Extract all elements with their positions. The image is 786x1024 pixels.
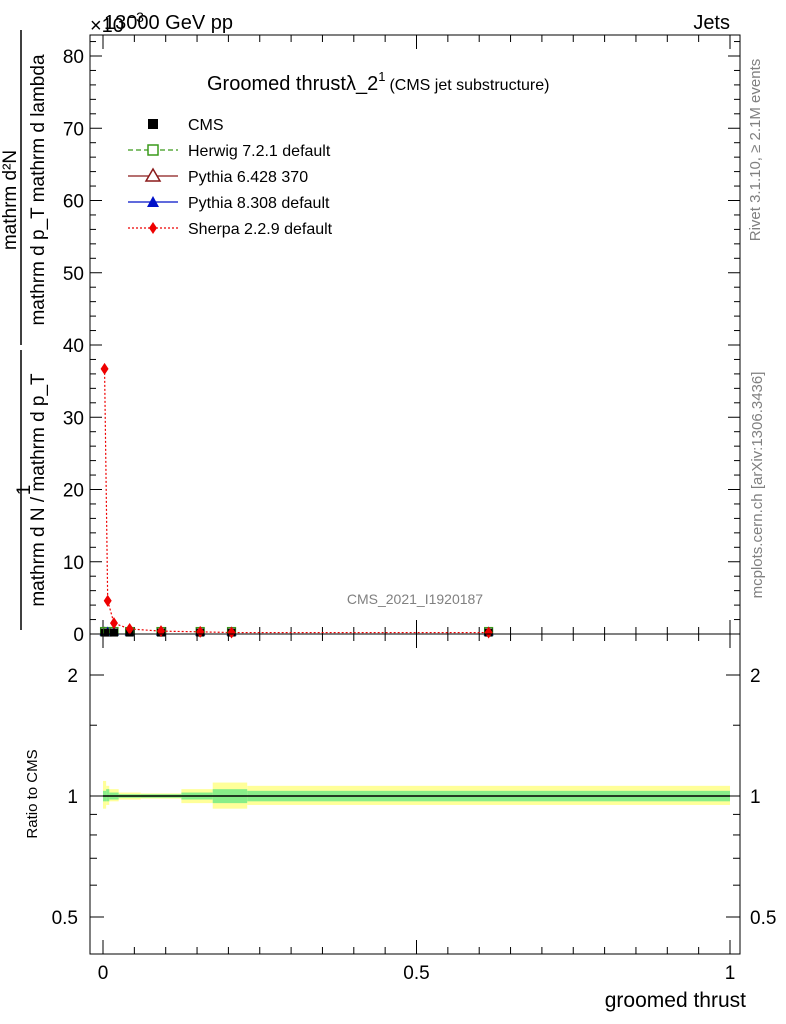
y-label-denominator: mathrm d p_T mathrm d lambda <box>28 54 49 325</box>
x-tick-label: 0.5 <box>403 963 429 984</box>
legend-entry: Pythia 6.428 370 <box>128 167 308 186</box>
sherpa-point <box>125 622 134 635</box>
ratio-y-tick-label: 0.5 <box>52 908 78 929</box>
legend-label: CMS <box>188 117 224 134</box>
x-tick-label: 1 <box>725 963 736 984</box>
legend-marker <box>147 144 159 156</box>
main-y-tick-label: 50 <box>63 264 84 285</box>
legend: CMS Herwig 7.2.1 default Pythia 6.428 370 P… <box>128 117 333 238</box>
main-y-tick-label: 0 <box>73 625 84 646</box>
sherpa-point <box>100 362 109 375</box>
y-label-one: 1 <box>14 485 35 496</box>
legend-entry: Pythia 8.308 default <box>128 195 330 212</box>
cms-point <box>109 628 118 637</box>
ratio-inner-band <box>106 789 110 802</box>
rivet-version: Rivet 3.1.10, ≥ 2.1M events <box>747 59 764 242</box>
main-y-axis: 0 10 20 30 40 50 60 70 80 <box>63 41 740 646</box>
sherpa-point <box>484 626 493 639</box>
legend-marker <box>148 119 158 129</box>
main-y-label: 1 mathrm d N / mathrm d p_T mathrm d²N m… <box>0 30 49 630</box>
legend-marker <box>147 196 159 207</box>
sherpa-line <box>103 368 489 634</box>
main-y-tick-label: 60 <box>63 192 84 213</box>
y-label-prefix-den: mathrm d N / mathrm d p_T <box>28 373 49 607</box>
main-y-tick-label: 40 <box>63 336 84 357</box>
legend-entry: CMS <box>148 117 224 134</box>
legend-label: Herwig 7.2.1 default <box>188 143 331 160</box>
main-y-tick-label: 70 <box>63 119 84 140</box>
main-y-tick-label: 30 <box>63 408 84 429</box>
x-tick-label: 0 <box>98 963 109 984</box>
ratio-y-tick-label-right: 2 <box>750 666 761 687</box>
legend-label: Pythia 8.308 default <box>188 195 330 212</box>
main-y-tick-label: 80 <box>63 47 84 68</box>
main-data-layer <box>99 362 494 639</box>
legend-label: Sherpa 2.2.9 default <box>188 221 333 238</box>
ratio-y-tick-label-right: 1 <box>750 787 761 808</box>
exponent-value: −3 <box>128 9 144 25</box>
ratio-plot-frame <box>89 633 741 955</box>
ratio-x-axis: 0 0.5 1 <box>98 634 736 984</box>
analysis-watermark: CMS_2021_I1920187 <box>347 591 483 607</box>
main-y-tick-label: 10 <box>63 553 84 574</box>
cms-point <box>103 628 112 637</box>
ratio-y-axis: 0.5 0.5 1 1 2 2 <box>52 666 777 929</box>
sherpa-point <box>227 626 236 639</box>
exponent-prefix: ×10 <box>90 15 124 37</box>
ratio-y-tick-label: 2 <box>67 666 78 687</box>
plot-title: Groomed thrustλ_21(CMS jet substructure) <box>207 69 549 95</box>
main-y-tick-label: 20 <box>63 481 84 502</box>
legend-marker <box>149 222 157 234</box>
sherpa-point <box>196 625 205 638</box>
legend-marker <box>144 167 162 182</box>
ratio-y-tick-label: 1 <box>67 787 78 808</box>
ratio-y-label: Ratio to CMS <box>24 749 41 838</box>
ratio-y-tick-label-right: 0.5 <box>750 908 776 929</box>
ratio-bands <box>103 780 730 809</box>
legend-entry: Herwig 7.2.1 default <box>128 143 331 160</box>
energy-label: 13000 GeV pp <box>104 12 233 34</box>
mcplots-reference: mcplots.cern.ch [arXiv:1306.3436] <box>749 372 766 599</box>
process-label: Jets <box>693 12 730 34</box>
legend-entry: Sherpa 2.2.9 default <box>128 221 333 238</box>
sherpa-point <box>109 617 118 630</box>
x-axis-label: groomed thrust <box>605 989 746 1012</box>
y-label-numerator: mathrm d²N <box>0 150 21 250</box>
legend-label: Pythia 6.428 370 <box>188 169 308 186</box>
sherpa-point <box>103 594 112 607</box>
